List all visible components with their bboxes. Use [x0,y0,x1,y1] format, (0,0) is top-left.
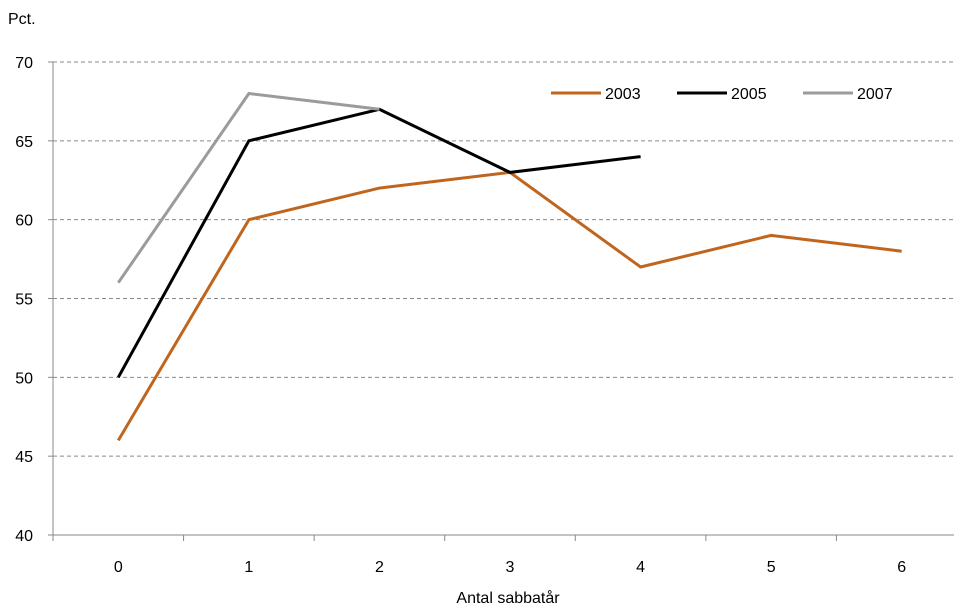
x-tick-label: 1 [244,559,253,576]
x-tick-label: 4 [636,559,645,576]
legend-label-2003: 2003 [605,86,641,103]
legend: 2003 2005 2007 [551,86,893,103]
y-tick-label: 60 [15,213,33,230]
y-tick-label: 70 [15,55,33,72]
x-tick-label: 2 [375,559,384,576]
x-tick-labels: 0 1 2 3 4 5 6 [114,559,906,576]
gridlines [53,61,954,457]
axes [48,61,954,541]
y-axis-title: Pct. [8,11,36,28]
y-tick-label: 40 [15,528,33,545]
x-tick-label: 3 [506,559,515,576]
series-line-2005 [116,107,641,379]
y-tick-label: 45 [15,449,33,466]
y-tick-label: 65 [15,134,33,151]
series-line-2003 [117,170,902,442]
x-tick-label: 5 [767,559,776,576]
x-tick-label: 6 [897,559,906,576]
x-axis-title: Antal sabbatår [456,589,560,607]
y-tick-label: 55 [15,292,33,309]
y-tick-label: 50 [15,370,33,387]
legend-label-2005: 2005 [731,86,767,103]
legend-label-2007: 2007 [857,86,893,103]
x-tick-label: 0 [114,559,123,576]
series-lines [116,91,902,442]
y-tick-labels: 40 45 50 55 60 65 70 [15,55,33,545]
series-line-2007 [117,91,380,284]
